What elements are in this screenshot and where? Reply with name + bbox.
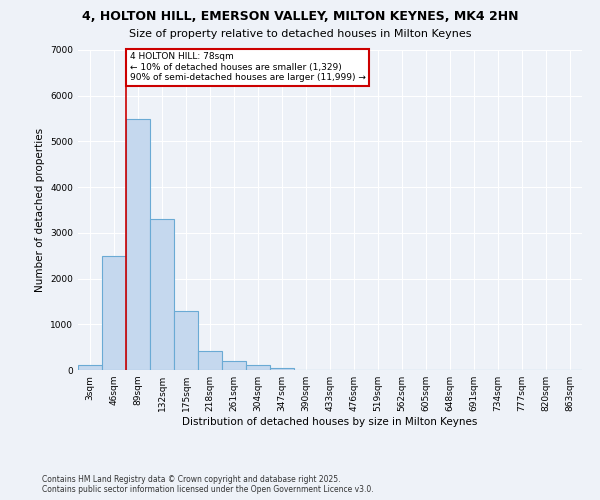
Text: Size of property relative to detached houses in Milton Keynes: Size of property relative to detached ho… <box>129 29 471 39</box>
Text: Contains HM Land Registry data © Crown copyright and database right 2025.: Contains HM Land Registry data © Crown c… <box>42 475 341 484</box>
Bar <box>126 118 150 370</box>
Bar <box>198 351 222 370</box>
Text: 4 HOLTON HILL: 78sqm
← 10% of detached houses are smaller (1,329)
90% of semi-de: 4 HOLTON HILL: 78sqm ← 10% of detached h… <box>130 52 365 82</box>
Bar <box>246 364 270 370</box>
X-axis label: Distribution of detached houses by size in Milton Keynes: Distribution of detached houses by size … <box>182 417 478 427</box>
Bar <box>102 256 126 370</box>
Bar <box>174 310 198 370</box>
Bar <box>270 368 294 370</box>
Bar <box>150 219 174 370</box>
Text: 4, HOLTON HILL, EMERSON VALLEY, MILTON KEYNES, MK4 2HN: 4, HOLTON HILL, EMERSON VALLEY, MILTON K… <box>82 10 518 23</box>
Bar <box>78 366 102 370</box>
Y-axis label: Number of detached properties: Number of detached properties <box>35 128 44 292</box>
Text: Contains public sector information licensed under the Open Government Licence v3: Contains public sector information licen… <box>42 485 374 494</box>
Bar <box>222 361 246 370</box>
